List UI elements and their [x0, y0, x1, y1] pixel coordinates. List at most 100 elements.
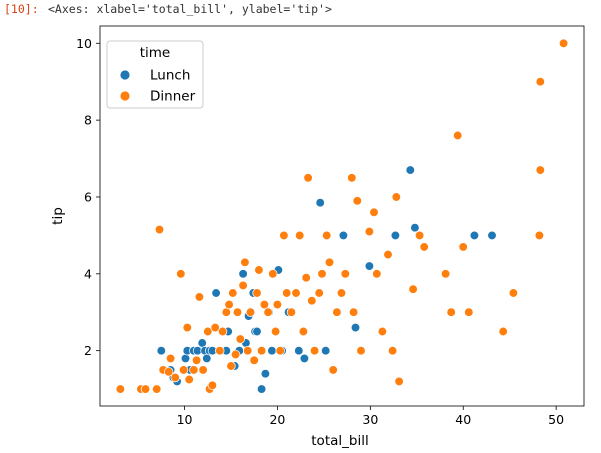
point-dinner	[347, 173, 357, 183]
point-dinner	[176, 269, 186, 279]
point-dinner	[453, 130, 463, 141]
point-dinner	[534, 230, 545, 241]
point-lunch	[267, 346, 277, 356]
x-tick-label: 50	[548, 412, 564, 427]
point-dinner	[295, 230, 305, 241]
point-dinner	[268, 269, 278, 279]
point-dinner	[391, 192, 401, 202]
legend-label-dinner: Dinner	[150, 89, 196, 105]
point-dinner	[301, 273, 311, 283]
point-dinner	[164, 367, 174, 377]
point-lunch	[315, 198, 325, 208]
axis-ticks: 10 20 30 40 50 2 4 6 8 10	[76, 36, 564, 427]
point-dinner	[228, 288, 238, 298]
point-dinner	[256, 346, 267, 356]
point-dinner	[194, 292, 205, 302]
y-tick-label: 2	[84, 343, 92, 358]
point-dinner	[178, 365, 189, 375]
point-dinner	[226, 361, 236, 371]
point-dinner	[282, 288, 292, 298]
point-dinner	[324, 257, 335, 267]
y-tick-label: 8	[84, 113, 92, 128]
point-dinner	[170, 372, 180, 383]
data-points	[115, 38, 569, 394]
point-lunch	[180, 353, 191, 364]
point-dinner	[464, 307, 474, 317]
point-dinner	[322, 230, 332, 241]
point-dinner	[303, 173, 313, 183]
point-dinner	[210, 322, 220, 333]
point-dinner	[182, 322, 192, 333]
point-lunch	[469, 230, 480, 241]
point-dinner	[317, 269, 327, 279]
y-tick-label: 4	[84, 266, 92, 281]
legend-title: time	[140, 45, 171, 61]
x-tick-label: 30	[362, 412, 378, 427]
y-axis-label: tip	[50, 207, 66, 225]
point-dinner	[165, 353, 176, 364]
point-dinner	[272, 299, 283, 310]
point-dinner	[152, 384, 162, 394]
point-dinner	[235, 334, 245, 344]
point-dinner	[372, 269, 382, 279]
point-lunch	[321, 346, 331, 356]
point-dinner	[291, 288, 301, 298]
point-dinner	[508, 288, 519, 298]
point-lunch	[156, 346, 166, 356]
point-lunch	[211, 288, 221, 298]
point-dinner	[198, 365, 208, 375]
point-dinner	[440, 269, 451, 279]
point-dinner	[332, 307, 342, 317]
legend-box	[106, 40, 204, 109]
point-dinner	[245, 307, 256, 317]
point-dinner	[419, 242, 429, 252]
point-dinner	[240, 257, 250, 267]
point-lunch	[405, 165, 415, 175]
y-tick-label: 6	[84, 189, 92, 204]
point-dinner	[307, 296, 317, 306]
legend-marker-dinner	[119, 90, 131, 102]
point-dinner	[286, 307, 297, 317]
point-lunch	[390, 230, 401, 241]
x-tick-label: 10	[177, 412, 193, 427]
legend-label-lunch: Lunch	[150, 68, 190, 84]
point-dinner	[184, 374, 194, 385]
point-dinner	[377, 326, 388, 337]
point-lunch	[410, 223, 420, 233]
x-tick-label: 40	[455, 412, 471, 427]
point-lunch	[294, 346, 304, 356]
point-lunch	[260, 369, 271, 379]
point-lunch	[197, 338, 207, 348]
legend-marker-lunch	[119, 69, 131, 81]
point-dinner	[356, 346, 366, 356]
point-dinner	[254, 265, 264, 275]
legend: time Lunch Dinner	[106, 40, 204, 109]
point-dinner	[115, 384, 126, 394]
point-dinner	[336, 288, 347, 298]
point-lunch	[202, 353, 212, 364]
point-dinner	[249, 355, 259, 365]
point-dinner	[458, 242, 468, 252]
point-lunch	[238, 269, 248, 279]
point-dinner	[189, 365, 199, 375]
point-dinner	[232, 307, 243, 317]
point-dinner	[446, 307, 456, 317]
point-dinner	[224, 299, 234, 310]
point-dinner	[314, 288, 324, 298]
point-dinner	[340, 269, 350, 279]
point-lunch	[256, 384, 267, 394]
output-prompt: [10]:	[4, 2, 39, 16]
point-dinner	[383, 249, 393, 260]
point-lunch	[252, 326, 262, 337]
point-dinner	[203, 326, 213, 337]
point-dinner	[558, 38, 569, 48]
point-dinner	[352, 196, 362, 206]
point-dinner	[408, 284, 418, 294]
point-dinner	[414, 230, 425, 241]
point-dinner	[279, 230, 289, 241]
y-tick-label: 10	[76, 36, 92, 51]
x-axis-label: total_bill	[311, 433, 368, 449]
point-lunch	[299, 353, 310, 364]
point-dinner	[348, 307, 359, 317]
